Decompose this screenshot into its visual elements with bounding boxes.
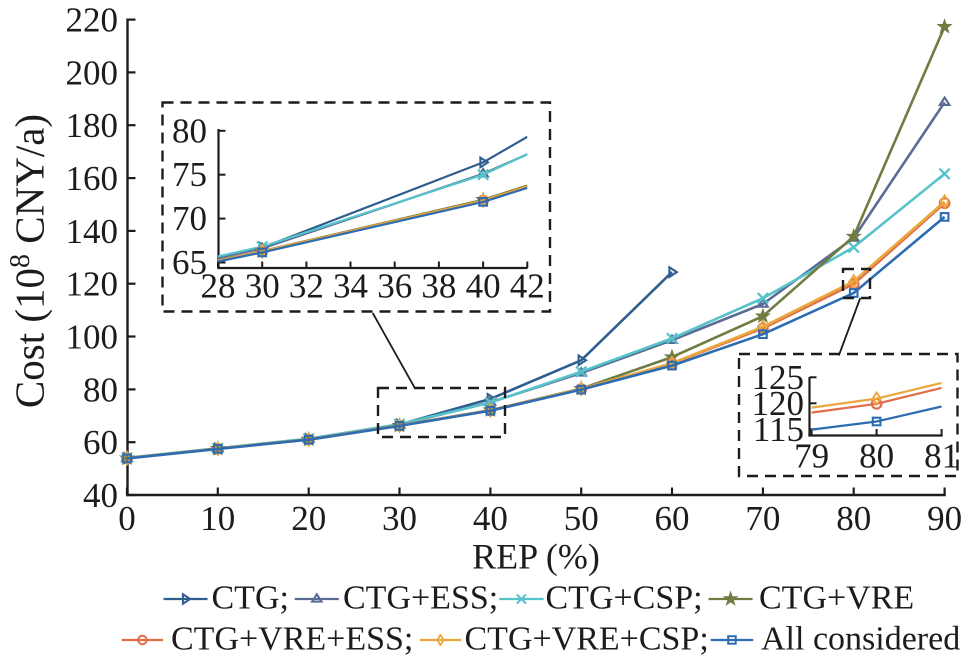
svg-text:80: 80 [172,111,207,150]
svg-text:120: 120 [752,384,805,423]
svg-text:CTG+VRE+ESS;: CTG+VRE+ESS; [171,621,413,658]
svg-text:32: 32 [289,267,324,306]
svg-text:REP (%): REP (%) [472,537,600,577]
svg-text:160: 160 [66,159,119,198]
svg-text:220: 220 [66,1,119,40]
svg-text:75: 75 [172,155,207,194]
svg-text:38: 38 [421,267,456,306]
svg-text:200: 200 [66,53,119,92]
svg-text:20: 20 [291,499,326,538]
svg-text:140: 140 [66,212,119,251]
svg-text:CTG;: CTG; [212,580,289,617]
svg-text:79: 79 [794,437,829,476]
svg-text:10: 10 [200,499,235,538]
svg-text:60: 60 [83,423,118,462]
svg-text:40: 40 [473,499,508,538]
svg-text:40: 40 [83,476,118,515]
svg-text:50: 50 [564,499,599,538]
svg-text:90: 90 [927,499,962,538]
svg-text:115: 115 [753,410,804,449]
svg-text:81: 81 [924,437,959,476]
svg-text:70: 70 [745,499,780,538]
svg-text:80: 80 [836,499,871,538]
svg-text:CTG+VRE+CSP;: CTG+VRE+CSP; [465,621,709,658]
svg-text:36: 36 [377,267,412,306]
svg-text:180: 180 [66,106,119,145]
svg-text:30: 30 [245,267,280,306]
svg-text:0: 0 [118,499,136,538]
svg-text:34: 34 [333,267,368,306]
svg-text:80: 80 [83,370,118,409]
svg-text:80: 80 [859,437,894,476]
svg-text:42: 42 [510,267,545,306]
svg-text:40: 40 [466,267,501,306]
svg-text:120: 120 [66,265,119,304]
svg-text:125: 125 [752,358,805,397]
svg-text:28: 28 [201,267,236,306]
svg-text:100: 100 [66,318,119,357]
svg-text:CTG+VRE: CTG+VRE [759,580,914,617]
svg-text:70: 70 [172,199,207,238]
svg-text:65: 65 [172,243,207,282]
svg-text:30: 30 [382,499,417,538]
svg-text:CTG+ESS;: CTG+ESS; [343,580,498,617]
svg-text:60: 60 [655,499,690,538]
svg-text:CTG+CSP;: CTG+CSP; [546,580,703,617]
svg-text:All considered: All considered [761,621,960,658]
